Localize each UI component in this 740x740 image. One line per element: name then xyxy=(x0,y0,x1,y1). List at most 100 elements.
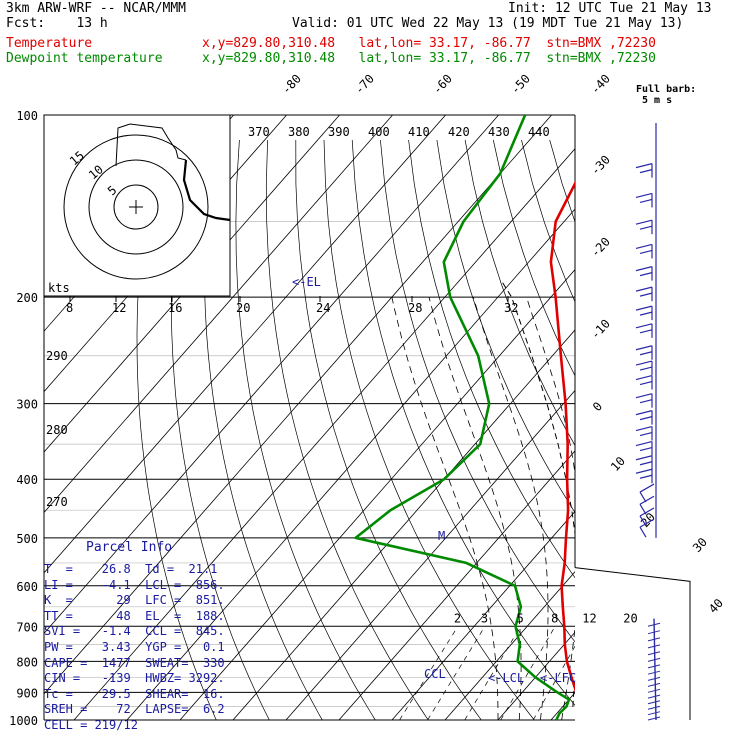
mixing-ratio-5 xyxy=(464,626,521,720)
speed-tick-label-28: 28 xyxy=(408,301,422,315)
mixing-ratio-20 xyxy=(576,626,627,720)
isotherm--100 xyxy=(44,115,446,574)
barb-half xyxy=(639,366,653,371)
barb-half xyxy=(639,292,653,297)
theta-left-label-280: 280 xyxy=(46,423,68,437)
wind-barb-140 xyxy=(635,192,653,208)
mixing-ratio-label-12: 12 xyxy=(582,611,596,625)
barb-flag xyxy=(635,243,653,250)
barb-flag xyxy=(635,440,653,447)
parcel-info-row: SVI = -1.4 CCL = 845. xyxy=(44,624,225,639)
pressure-label-100: 100 xyxy=(16,109,38,123)
dry-adiabat-300 xyxy=(351,139,575,706)
dry-adiabat-260 xyxy=(235,139,376,720)
barb-half xyxy=(639,474,653,479)
barb-flag xyxy=(635,219,653,225)
barb-staff xyxy=(639,495,655,505)
pressure-label-400: 400 xyxy=(16,473,38,487)
mixing-ratio-label-2: 2 xyxy=(454,611,461,625)
theta-left-label-270: 270 xyxy=(46,495,68,509)
barb-half xyxy=(639,380,653,386)
wind-barb-280 xyxy=(635,374,653,390)
barb-flag xyxy=(635,305,653,311)
dry-adiabat-240 xyxy=(170,139,270,720)
wind-barb-300 xyxy=(635,393,653,408)
isotherm-30 xyxy=(604,115,740,720)
pressure-label-800: 800 xyxy=(16,655,38,669)
ccl-marker: CCL xyxy=(424,667,446,681)
parcel-info-row: CELL = 219/12 xyxy=(44,718,138,732)
barb-half xyxy=(639,169,653,174)
wind-barb-980 xyxy=(647,711,661,716)
hodograph-box xyxy=(43,114,231,297)
barb-flag xyxy=(635,410,653,416)
wind-barb-230 xyxy=(635,323,653,338)
isotherm-label--40: -40 xyxy=(588,72,613,97)
speed-tick-label-12: 12 xyxy=(112,301,126,315)
wind-barb-900 xyxy=(647,688,661,693)
mixing-ratio-label-3: 3 xyxy=(481,611,488,625)
isotherm-label--30: -30 xyxy=(588,153,613,178)
moist-adiabat-26 xyxy=(583,297,618,720)
isotherm--90 xyxy=(44,115,499,634)
theta-label-370: 370 xyxy=(248,125,270,139)
barb-half xyxy=(639,272,653,277)
mixing-ratio-label-20: 20 xyxy=(623,611,637,625)
isotherm--80 xyxy=(44,115,552,695)
barb-half xyxy=(639,329,653,334)
parcel-info-row: LI = -4.1 LCL = 856. xyxy=(44,577,225,592)
mixing-ratio-2 xyxy=(399,626,459,720)
isotherm-label-10: 10 xyxy=(608,454,628,474)
barb-flag xyxy=(635,374,653,381)
theta-left-label-290: 290 xyxy=(46,349,68,363)
dry-adiabat-280 xyxy=(295,139,482,720)
barb-flag xyxy=(635,468,653,474)
barb-staff xyxy=(639,518,655,528)
barb-half xyxy=(639,351,653,356)
model-title: 3km ARW-WRF -- NCAR/MMM xyxy=(6,1,187,16)
parcel-info-row: CAPE = 1477 SWEAT= 330 xyxy=(44,655,225,670)
hodograph-trace-thin xyxy=(115,123,187,167)
barb-panel-edge xyxy=(574,567,691,720)
wind-barb-250 xyxy=(635,345,653,360)
dry-adiabat-410 xyxy=(663,140,740,733)
init-time: Init: 12 UTC Tue 21 May 13 xyxy=(508,1,712,16)
lcl-marker: <-LCL xyxy=(488,671,524,685)
temperature-line xyxy=(549,180,575,693)
isotherm-label--50: -50 xyxy=(508,72,533,97)
isotherm-label--20: -20 xyxy=(588,235,613,260)
pressure-label-600: 600 xyxy=(16,580,38,594)
wind-barb-265 xyxy=(635,360,653,376)
wind-barb-820 xyxy=(647,664,661,669)
isotherm--70 xyxy=(73,148,575,720)
m-marker: M xyxy=(438,529,445,543)
theta-label-410: 410 xyxy=(408,125,430,139)
barb-flag xyxy=(635,393,653,399)
isotherm-label--80: -80 xyxy=(279,72,304,97)
speed-tick-label-20: 20 xyxy=(236,301,250,315)
dewpoint-legend-label: Dewpoint temperature xyxy=(6,51,163,66)
wind-barb-420 xyxy=(639,483,655,503)
temperature-legend-label: Temperature xyxy=(6,36,93,51)
barb-staff xyxy=(639,483,655,493)
parcel-info-row: Tc = 29.5 SHEAR= 16. xyxy=(44,686,225,701)
parcel-path xyxy=(501,280,575,710)
barb-half xyxy=(639,311,653,316)
dry-adiabat-310 xyxy=(380,139,575,643)
mixing-ratio-12 xyxy=(532,645,575,720)
isotherm-0 xyxy=(444,571,575,720)
pressure-label-300: 300 xyxy=(16,398,38,412)
moist-adiabat-14 xyxy=(428,296,522,720)
barb-half xyxy=(639,416,653,421)
wind-barb-125 xyxy=(635,163,653,178)
barb-flag xyxy=(635,323,653,329)
wind-barb-155 xyxy=(635,219,653,235)
mixing-ratio-8 xyxy=(500,626,556,720)
dry-adiabat-380 xyxy=(578,140,740,733)
parcel-info-row: TT = 48 EL = 188. xyxy=(44,608,225,623)
dry-adiabat-330 xyxy=(436,139,575,514)
theta-label-400: 400 xyxy=(368,125,390,139)
barb-flag xyxy=(635,286,653,292)
diagram-frame xyxy=(43,114,691,721)
